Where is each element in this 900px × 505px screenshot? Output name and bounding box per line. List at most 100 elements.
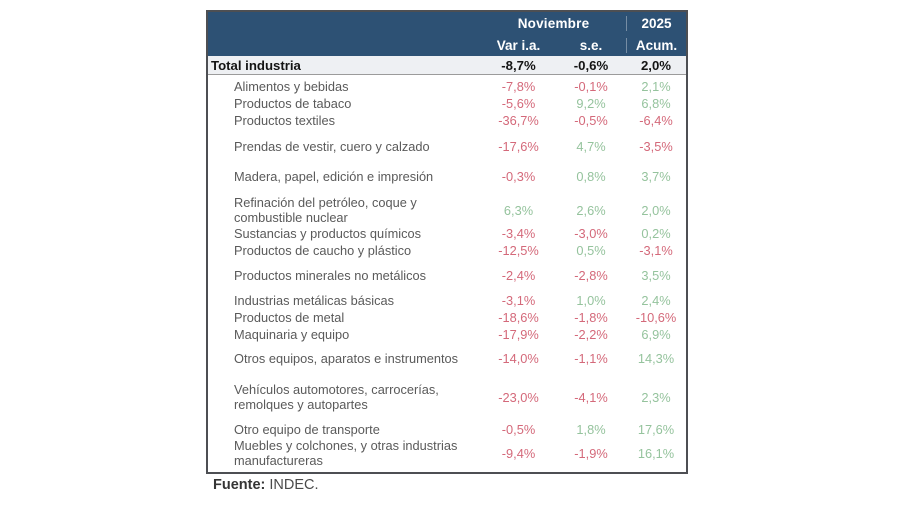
se-value: -1,1%: [574, 350, 608, 366]
total-var-ia-value: -8,7%: [501, 57, 536, 73]
source-value: INDEC.: [269, 477, 319, 493]
acum-value: 2,1%: [641, 79, 671, 94]
se-value: 1,8%: [576, 422, 606, 437]
se-value: 2,6%: [576, 202, 606, 218]
table-row: Industrias metálicas básicas -3,1% 1,0% …: [208, 292, 686, 309]
se-value: -4,1%: [574, 389, 608, 405]
acum-value: 3,5%: [641, 268, 671, 283]
table-row: Productos de caucho y plástico -12,5% 0,…: [208, 242, 686, 259]
var-ia-value: -23,0%: [498, 389, 539, 405]
row-group: Otro equipo de transporte -0,5% 1,8% 17,…: [208, 421, 686, 468]
se-value: -3,0%: [574, 226, 608, 241]
total-acum-value: 2,0%: [640, 57, 672, 73]
header-group-row: Noviembre 2025: [208, 12, 686, 34]
row-label: Otro equipo de transporte: [234, 422, 380, 437]
var-ia-value: -3,4%: [501, 226, 536, 241]
var-ia-value: -36,7%: [498, 113, 539, 128]
table-row: Maquinaria y equipo -17,9% -2,2% 6,9%: [208, 326, 686, 343]
table-row: Productos de tabaco -5,6% 9,2% 6,8%: [208, 95, 686, 112]
row-group: Madera, papel, edición e impresión -0,3%…: [208, 168, 686, 185]
var-ia-value: -2,4%: [501, 268, 536, 283]
row-group: Alimentos y bebidas -7,8% -0,1% 2,1% Pro…: [208, 78, 686, 129]
se-value: 9,2%: [576, 96, 606, 111]
se-value: -0,5%: [574, 113, 608, 128]
acum-value: 2,0%: [641, 202, 671, 218]
table-row: Sustancias y productos químicos -3,4% -3…: [208, 225, 686, 242]
var-ia-value: -0,3%: [501, 169, 536, 184]
row-group: Refinación del petróleo, coque y combust…: [208, 195, 686, 259]
var-ia-value: 6,3%: [503, 202, 534, 218]
table-body: Alimentos y bebidas -7,8% -0,1% 2,1% Pro…: [208, 78, 686, 472]
se-value: -2,2%: [574, 327, 608, 342]
se-value: -0,1%: [574, 79, 608, 94]
row-group: Productos minerales no metálicos -2,4% -…: [208, 267, 686, 284]
row-label: Productos de caucho y plástico: [234, 243, 412, 258]
acum-value: 2,3%: [641, 389, 671, 405]
row-label: Productos minerales no metálicos: [234, 268, 427, 283]
se-value: 0,5%: [576, 243, 606, 258]
table-row: Muebles y colchones, y otras industrias …: [208, 438, 686, 468]
table-row: Productos minerales no metálicos -2,4% -…: [208, 267, 686, 284]
se-value: 1,0%: [576, 293, 606, 308]
var-ia-value: -17,6%: [498, 139, 539, 154]
table-row: Refinación del petróleo, coque y combust…: [208, 195, 686, 225]
col-header-acum: Acum.: [626, 37, 686, 53]
acum-value: 2,4%: [641, 293, 671, 308]
var-ia-value: -5,6%: [501, 96, 536, 111]
table-row: Otros equipos, aparatos e instrumentos -…: [208, 343, 686, 373]
table-row: Vehículos automotores, carrocerías, remo…: [208, 382, 686, 412]
table-row: Madera, papel, edición e impresión -0,3%…: [208, 168, 686, 185]
industry-table: Noviembre 2025 Var i.a. s.e. Acum. Total…: [206, 10, 688, 474]
row-label: Madera, papel, edición e impresión: [234, 169, 434, 184]
row-group: Vehículos automotores, carrocerías, remo…: [208, 382, 686, 412]
row-label: Alimentos y bebidas: [234, 79, 349, 94]
source-label: Fuente:: [213, 477, 266, 493]
acum-value: 6,8%: [641, 96, 671, 111]
row-label: Otros equipos, aparatos e instrumentos: [234, 350, 459, 366]
row-label: Productos de metal: [234, 310, 345, 325]
row-label: Sustancias y productos químicos: [234, 226, 422, 241]
table-row: Otro equipo de transporte -0,5% 1,8% 17,…: [208, 421, 686, 438]
row-label: Refinación del petróleo, coque y combust…: [234, 195, 417, 225]
row-label: Vehículos automotores, carrocerías, remo…: [234, 382, 439, 412]
table-row: Productos de metal -18,6% -1,8% -10,6%: [208, 309, 686, 326]
header-group-noviembre: Noviembre: [517, 15, 590, 31]
row-label: Industrias metálicas básicas: [234, 293, 395, 308]
acum-value: -3,1%: [639, 243, 673, 258]
table-header: Noviembre 2025 Var i.a. s.e. Acum.: [208, 12, 686, 56]
se-value: 4,7%: [576, 139, 606, 154]
acum-value: -10,6%: [635, 310, 677, 325]
acum-value: 17,6%: [637, 422, 675, 437]
var-ia-value: -9,4%: [501, 445, 536, 461]
total-row-label: Total industria: [211, 57, 301, 73]
var-ia-value: -12,5%: [498, 243, 539, 258]
var-ia-value: -18,6%: [498, 310, 539, 325]
se-value: 0,8%: [576, 169, 606, 184]
acum-value: -6,4%: [639, 113, 673, 128]
header-group-2025: 2025: [626, 15, 686, 31]
se-value: -1,8%: [574, 310, 608, 325]
acum-value: 14,3%: [637, 350, 675, 366]
row-label: Productos de tabaco: [234, 96, 352, 111]
acum-value: 16,1%: [637, 445, 675, 461]
table-row: Alimentos y bebidas -7,8% -0,1% 2,1%: [208, 78, 686, 95]
acum-value: 6,9%: [641, 327, 671, 342]
row-group: Prendas de vestir, cuero y calzado -17,6…: [208, 138, 686, 155]
se-value: -2,8%: [574, 268, 608, 283]
table-row: Prendas de vestir, cuero y calzado -17,6…: [208, 138, 686, 155]
total-se-value: -0,6%: [573, 57, 609, 73]
acum-value: 3,7%: [641, 169, 671, 184]
table-row: Productos textiles -36,7% -0,5% -6,4%: [208, 112, 686, 129]
var-ia-value: -0,5%: [501, 422, 536, 437]
row-label: Muebles y colchones, y otras industrias …: [234, 438, 458, 468]
se-value: -1,9%: [574, 445, 608, 461]
total-industry-row: Total industria -8,7% -0,6% 2,0%: [208, 56, 686, 75]
var-ia-value: -3,1%: [501, 293, 536, 308]
header-columns-row: Var i.a. s.e. Acum.: [208, 34, 686, 56]
acum-value: -3,5%: [639, 139, 673, 154]
col-header-var-ia: Var i.a.: [496, 37, 541, 53]
row-label: Productos textiles: [234, 113, 336, 128]
row-label: Prendas de vestir, cuero y calzado: [234, 139, 430, 154]
var-ia-value: -14,0%: [498, 350, 539, 366]
